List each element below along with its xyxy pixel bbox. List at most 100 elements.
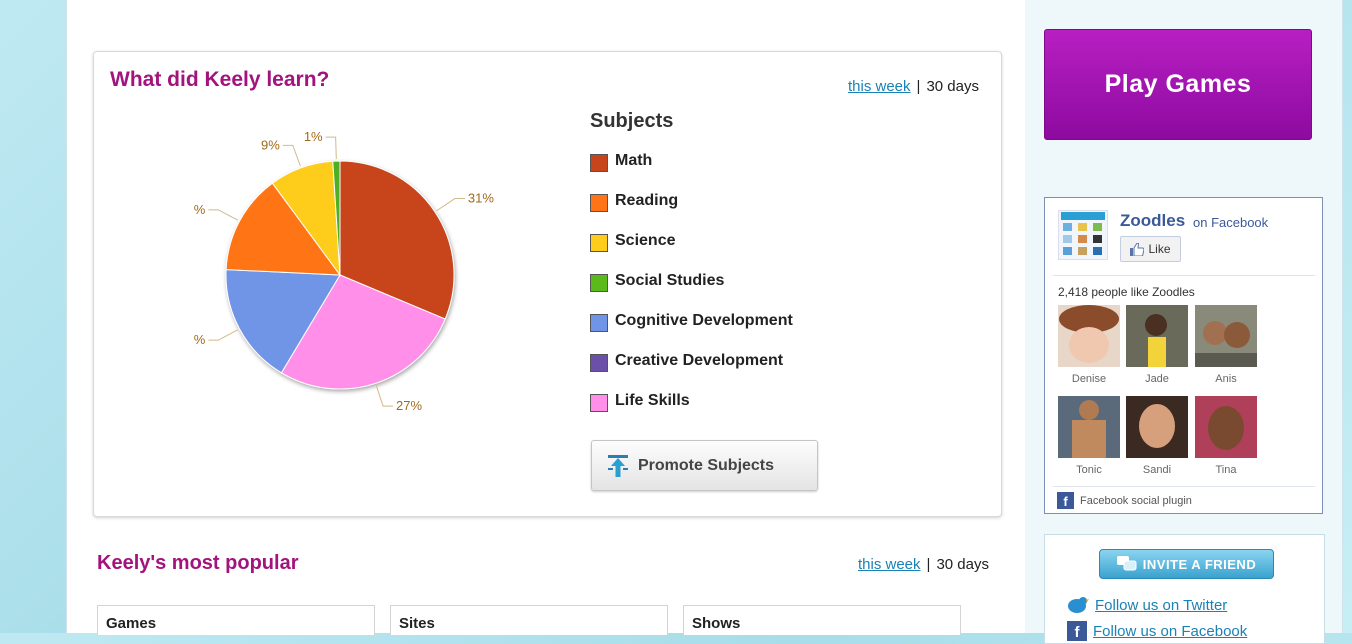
legend-item: Reading <box>590 192 793 232</box>
popular-this-week-link[interactable]: this week <box>858 556 921 573</box>
pie-label-connector <box>208 329 238 341</box>
pie-slice-label: 9% <box>261 137 280 152</box>
legend-swatch <box>590 154 608 172</box>
legend-swatch <box>590 194 608 212</box>
follow-facebook-text[interactable]: Follow us on Facebook <box>1093 622 1248 640</box>
pie-slice-label: 1% <box>304 129 323 144</box>
fan-name: Tonic <box>1076 464 1102 476</box>
fan-avatar <box>1126 305 1188 367</box>
twitter-bird-icon <box>1068 597 1089 613</box>
invite-friend-label: INVITE A FRIEND <box>1142 556 1257 572</box>
legend-label: Creative Development <box>615 352 784 369</box>
upload-arrow-icon <box>608 454 628 477</box>
games-column-header: Games <box>97 605 375 635</box>
legend-item: Math <box>590 152 793 192</box>
pie-label-connector <box>375 385 394 407</box>
legend-label: Cognitive Development <box>615 312 793 329</box>
pie-slice <box>225 269 341 374</box>
fan-denise[interactable]: Denise <box>1058 305 1120 385</box>
fan-name: Anis <box>1215 373 1237 385</box>
promote-subjects-label: Promote Subjects <box>638 456 775 474</box>
range-separator: | <box>916 78 921 95</box>
fan-jade[interactable]: Jade <box>1126 305 1188 385</box>
follow-twitter-link[interactable]: Follow us on Twitter <box>1065 595 1227 615</box>
legend-label: Life Skills <box>615 392 690 409</box>
legend-swatch <box>590 394 608 412</box>
share-box: INVITE A FRIEND Follow us on Twitter f F… <box>1044 534 1325 644</box>
pie-slice <box>339 160 455 320</box>
legend-label: Math <box>615 152 653 169</box>
pie-label-connector <box>436 198 465 212</box>
learn-card-title: What did Keely learn? <box>110 68 330 91</box>
shows-column-header: Shows <box>683 605 961 635</box>
legend-swatch <box>590 274 608 292</box>
legend-title: Subjects <box>590 110 674 132</box>
fan-name: Jade <box>1145 373 1169 385</box>
pie-slice <box>225 182 342 276</box>
this-week-link[interactable]: this week <box>848 78 911 95</box>
legend-item: Cognitive Development <box>590 312 793 352</box>
learn-card: What did Keely learn? this week | 30 days … <box>93 51 1002 517</box>
facebook-divider <box>1053 275 1315 276</box>
pie-slice-label: 14% <box>194 202 206 217</box>
pie-slice-label: 31% <box>468 191 494 206</box>
facebook-icon: f <box>1057 492 1074 509</box>
facebook-page-name[interactable]: Zoodles <box>1120 211 1186 230</box>
play-games-label: Play Games <box>1104 70 1252 98</box>
facebook-like-button[interactable]: Like <box>1120 236 1181 262</box>
chat-bubbles-icon <box>1116 556 1137 571</box>
pie-slice <box>332 160 341 276</box>
legend-swatch <box>590 314 608 332</box>
legend-swatch <box>590 354 608 372</box>
legend-item: Science <box>590 232 793 272</box>
facebook-plugin-footer: f Facebook social plugin <box>1053 486 1315 509</box>
play-games-button[interactable]: Play Games <box>1044 29 1312 140</box>
fan-sandi[interactable]: Sandi <box>1126 396 1188 476</box>
subjects-pie-chart: 31% 27% 17% 14% 9% 1% <box>194 129 494 413</box>
pie-label-connector <box>282 144 301 167</box>
legend-label: Reading <box>615 192 679 209</box>
invite-friend-button[interactable]: INVITE A FRIEND <box>1099 549 1274 579</box>
facebook-like-label: Like <box>1148 242 1171 256</box>
fan-avatar <box>1058 396 1120 458</box>
legend-label: Social Studies <box>615 272 725 289</box>
pie-label-connector <box>208 209 238 221</box>
legend-label: Science <box>615 232 676 249</box>
fan-name: Tina <box>1215 464 1237 476</box>
legend-item: Social Studies <box>590 272 793 312</box>
fan-anis[interactable]: Anis <box>1195 305 1257 385</box>
facebook-plugin-label: Facebook social plugin <box>1080 494 1192 507</box>
fan-name: Denise <box>1071 373 1107 385</box>
subjects-legend: Math Reading Science Social Studies Cognitiv… <box>590 152 793 432</box>
popular-thirty-days-label[interactable]: 30 days <box>936 556 989 573</box>
pie-slice <box>280 274 446 390</box>
fan-avatar <box>1195 396 1257 458</box>
popular-range-separator: | <box>926 556 931 573</box>
legend-item: Creative Development <box>590 352 793 392</box>
facebook-like-box: Zoodles on Facebook Like 2,418 people li… <box>1044 197 1323 514</box>
pie-slice-label: 27% <box>396 398 422 413</box>
legend-item: Life Skills <box>590 392 793 432</box>
fan-avatar <box>1195 305 1257 367</box>
legend-swatch <box>590 234 608 252</box>
promote-subjects-button[interactable]: Promote Subjects <box>591 440 818 491</box>
popular-title: Keely's most popular <box>97 552 299 574</box>
fan-avatar <box>1058 305 1120 367</box>
thumbs-up-icon <box>1130 242 1145 256</box>
fan-avatar <box>1126 396 1188 458</box>
sites-column-header: Sites <box>390 605 668 635</box>
follow-facebook-link[interactable]: f Follow us on Facebook <box>1065 621 1247 641</box>
zoodles-logo[interactable] <box>1058 210 1108 260</box>
facebook-icon: f <box>1067 621 1087 641</box>
fan-tina[interactable]: Tina <box>1195 396 1257 476</box>
follow-twitter-text[interactable]: Follow us on Twitter <box>1095 596 1228 614</box>
on-facebook-label: on Facebook <box>1193 215 1269 230</box>
fan-name: Sandi <box>1142 464 1172 476</box>
popular-range-switch: this week | 30 days <box>858 556 989 573</box>
facebook-like-count: 2,418 people like Zoodles <box>1058 285 1195 299</box>
thirty-days-label[interactable]: 30 days <box>926 78 979 95</box>
pie-label-connector <box>325 136 337 160</box>
pie-slice-label: 17% <box>194 332 206 347</box>
fan-tonic[interactable]: Tonic <box>1058 396 1120 476</box>
learn-range-switch: this week | 30 days <box>848 78 979 95</box>
